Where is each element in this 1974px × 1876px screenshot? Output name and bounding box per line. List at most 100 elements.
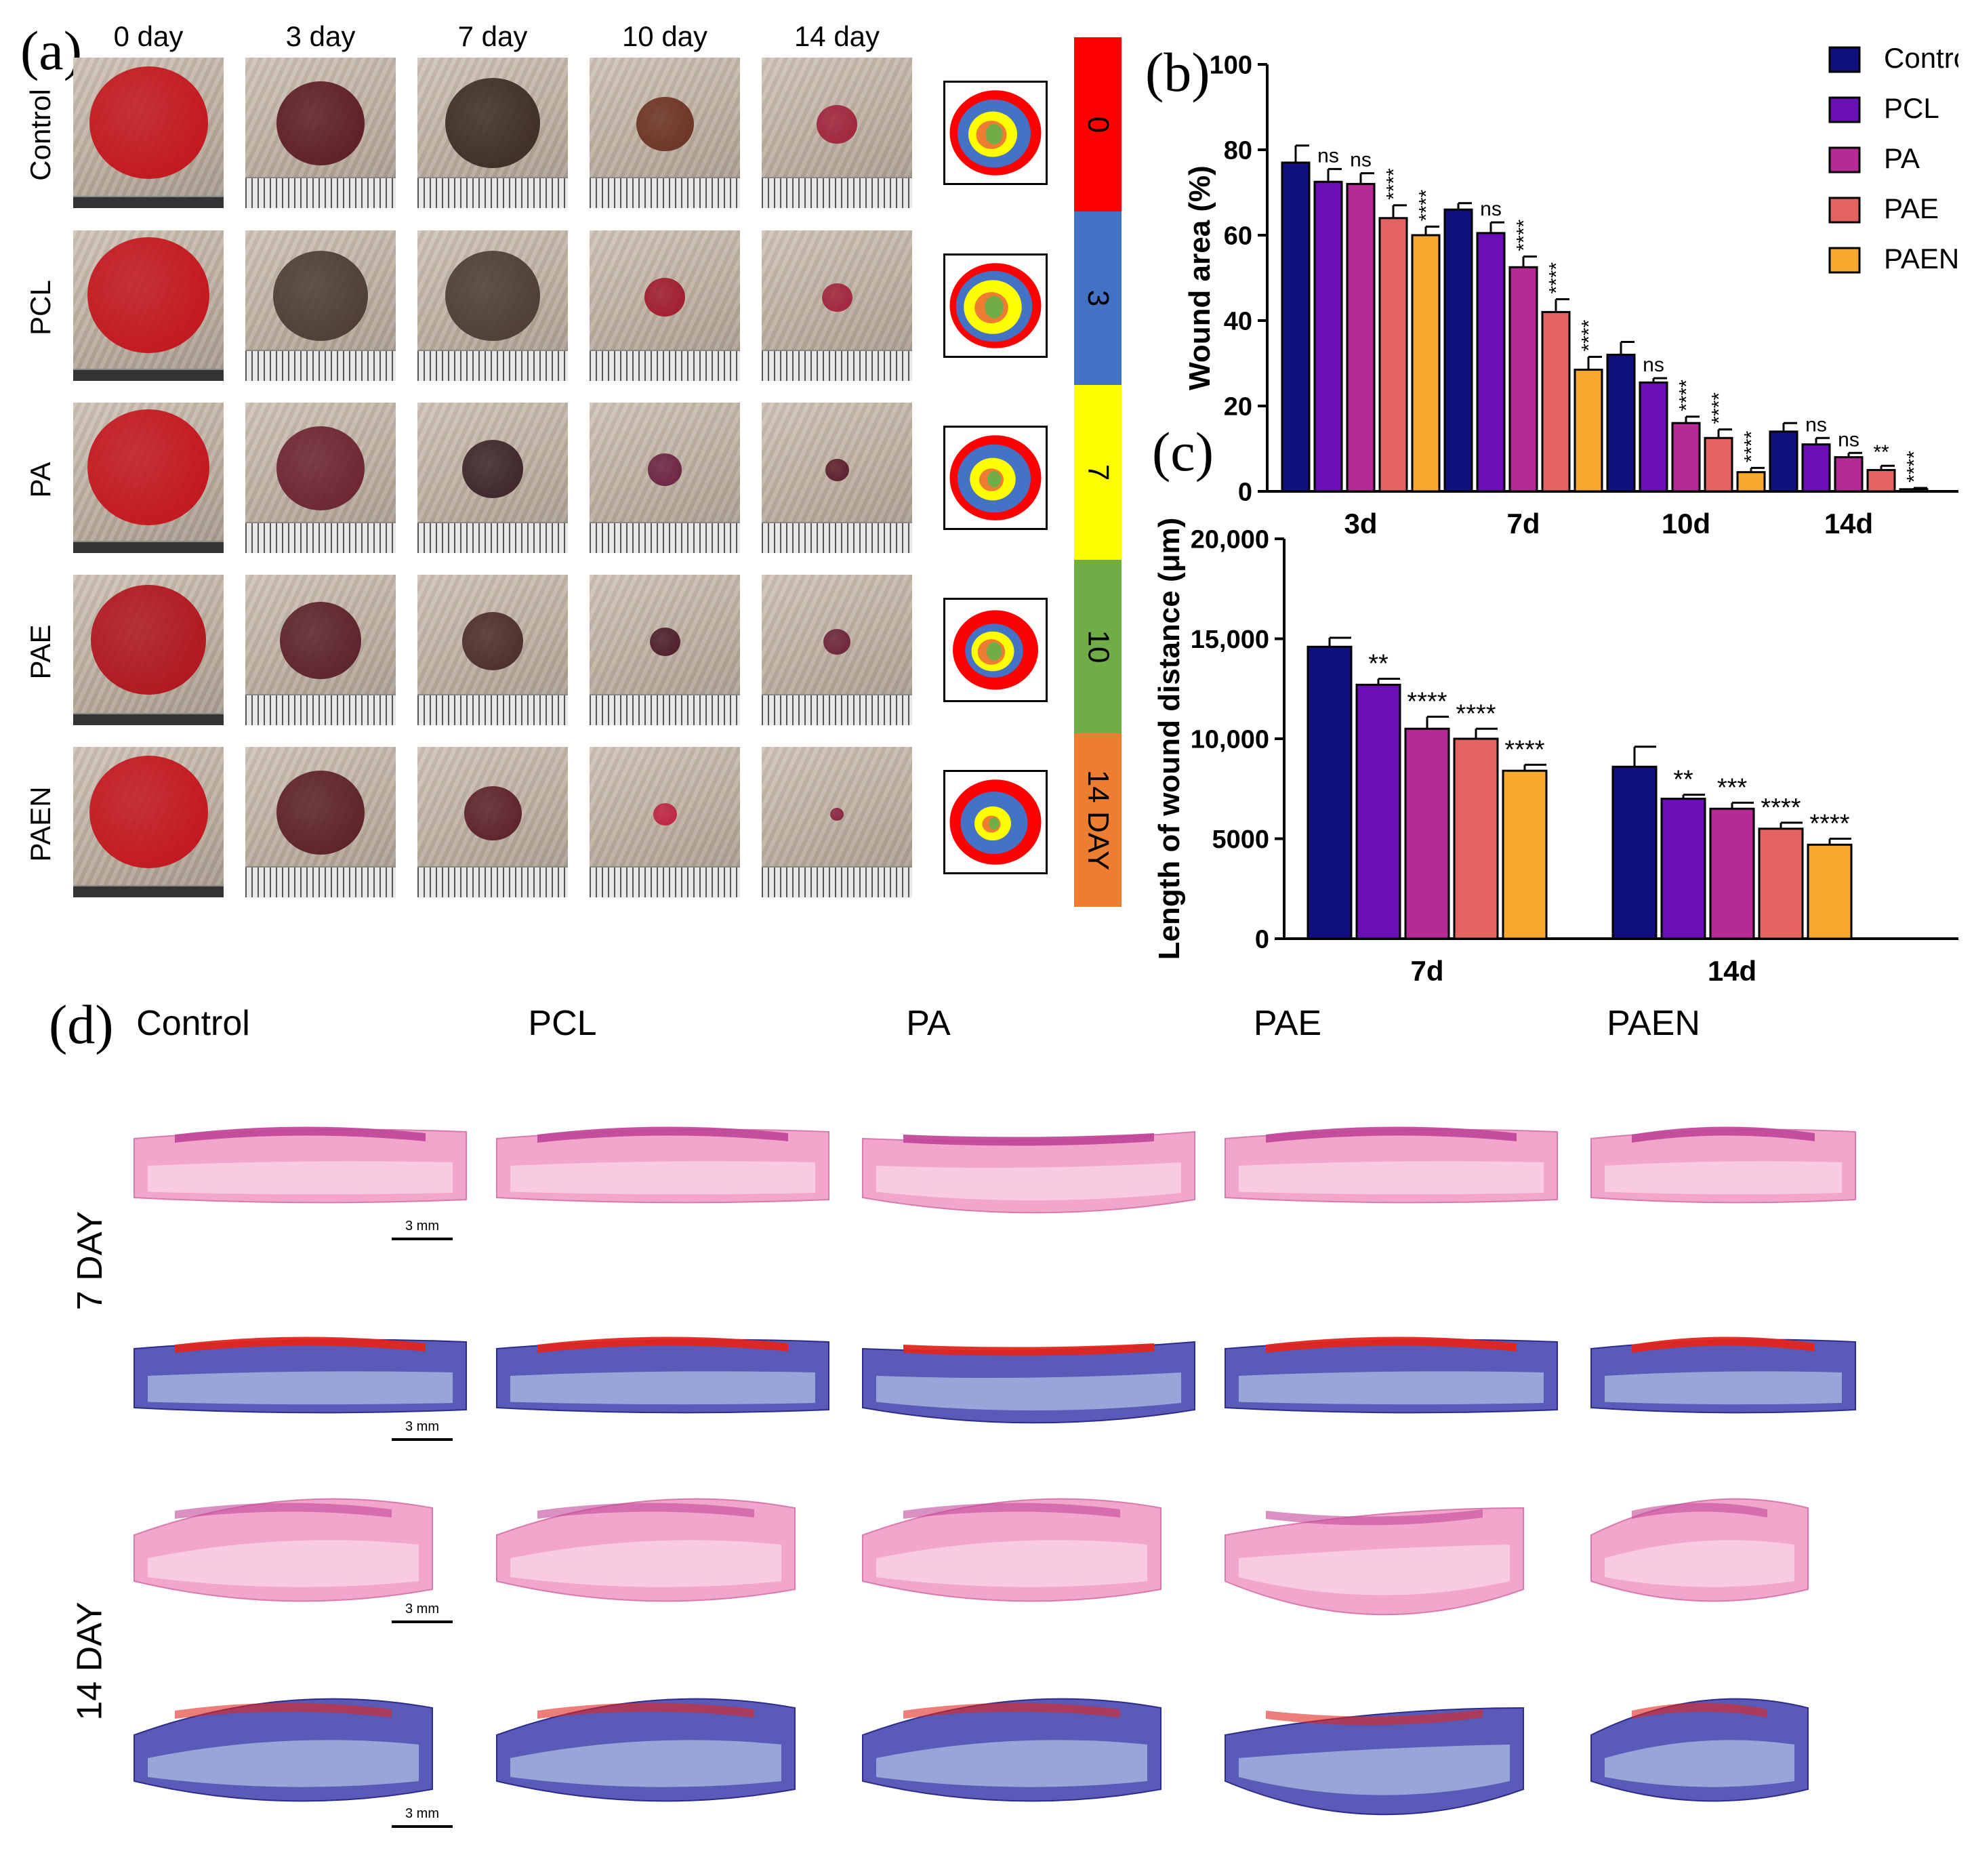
y-tick-label: 10,000: [1191, 725, 1269, 754]
group-label: Control: [24, 89, 56, 181]
masson-trichrome-section: [1225, 1707, 1524, 1816]
masson-trichrome-section: [496, 1337, 829, 1414]
ruler: [762, 866, 912, 897]
wound-photo: [590, 747, 740, 897]
wound-photo: [762, 230, 912, 381]
wound-trace: [943, 770, 1048, 874]
y-tick-label: 100: [1210, 51, 1252, 79]
y-tick-label: 60: [1224, 222, 1252, 250]
trace-contour: [985, 295, 1004, 319]
x-tick-label: 14d: [1708, 955, 1756, 987]
significance-label: ns: [1643, 354, 1664, 376]
legend-label: PA: [1884, 142, 1920, 174]
ruler: [762, 522, 912, 553]
wound-photo: [417, 230, 568, 381]
significance-label: ****: [1546, 262, 1568, 293]
he-section: [1225, 1126, 1558, 1204]
bar: [1541, 310, 1571, 493]
x-tick-label: 10d: [1662, 508, 1710, 539]
significance-label: ****: [1676, 380, 1698, 411]
wound-photo: [590, 403, 740, 553]
wound-trace: [943, 426, 1048, 530]
wound-area: [644, 278, 685, 317]
y-axis-label: Wound area (%): [1183, 165, 1216, 390]
he-section: [496, 1126, 829, 1204]
wound-area: [462, 612, 523, 670]
day-header: 3 day: [285, 20, 356, 52]
group-label: PA: [24, 462, 56, 498]
wound-photo: [590, 58, 740, 208]
time-legend-segment: 3: [1074, 211, 1122, 385]
significance-label: ****: [1904, 451, 1926, 483]
wound-photo: [417, 575, 568, 725]
ruler: [590, 694, 740, 725]
significance-label: ****: [1741, 430, 1763, 462]
group-label: PCL: [24, 280, 56, 335]
time-legend-segment: 7: [1074, 385, 1122, 560]
bar: [1704, 436, 1733, 493]
significance-label: **: [1368, 650, 1389, 678]
significance-label: ****: [1456, 699, 1496, 728]
ruler: [245, 694, 396, 725]
y-tick-label: 0: [1255, 925, 1269, 954]
day-header: 14 day: [794, 20, 880, 52]
masson-trichrome-section: [862, 1341, 1195, 1424]
significance-label: ns: [1838, 428, 1859, 451]
ruler: [590, 177, 740, 208]
time-legend-segment: 10: [1074, 560, 1122, 733]
he-section: [1590, 1126, 1856, 1204]
wound-trace: [943, 81, 1048, 185]
histology-group-label: PA: [906, 1004, 951, 1043]
bar: [1313, 180, 1343, 493]
wound-area: [276, 771, 365, 855]
histology-group-label: Control: [136, 1004, 250, 1043]
wound-area: [823, 629, 850, 655]
wound-area: [89, 755, 208, 868]
significance-label: ****: [1416, 189, 1438, 221]
wound-area: [825, 458, 849, 481]
ruler: [245, 866, 396, 897]
bar: [1281, 161, 1311, 493]
wound-area: [445, 78, 540, 168]
scale-bar-label: 3 mm: [405, 1219, 439, 1233]
legend-swatch: [1828, 247, 1861, 274]
wound-trace: [943, 598, 1048, 702]
bar: [1574, 368, 1603, 493]
wound-photo: [245, 403, 396, 553]
bar: [1660, 798, 1706, 940]
y-tick-label: 5000: [1212, 825, 1269, 854]
wound-photo: [73, 747, 224, 897]
wound-area: [653, 802, 677, 825]
wound-photo: [73, 58, 224, 208]
ruler: [73, 541, 224, 553]
ruler: [417, 522, 568, 553]
y-tick-label: 40: [1224, 307, 1252, 335]
wound-area: [817, 105, 857, 144]
wound-area: [464, 786, 522, 841]
scale-bar: [392, 1438, 453, 1441]
wound-photo: [762, 575, 912, 725]
bar: [1453, 737, 1499, 940]
day-header: 0 day: [113, 20, 184, 52]
wound-photo: [245, 58, 396, 208]
wound-photo: [73, 230, 224, 381]
panel-c-letter: (c): [1152, 421, 1214, 483]
scale-bar: [392, 1620, 453, 1623]
time-legend-label: 14 DAY: [1082, 769, 1115, 871]
wound-area: [462, 440, 523, 498]
wound-photo: [590, 230, 740, 381]
ruler: [590, 522, 740, 553]
bar: [1807, 843, 1853, 940]
wound-photo: [417, 58, 568, 208]
wound-area: [87, 237, 209, 353]
significance-label: ****: [1513, 219, 1536, 251]
trace-contour: [989, 817, 1000, 830]
bar: [1709, 807, 1755, 940]
bar: [1639, 381, 1668, 493]
wound-area: [91, 585, 206, 695]
sidebar-14-day-label: 14 DAY: [70, 1602, 110, 1721]
significance-label: ****: [1504, 735, 1544, 764]
bar: [1899, 488, 1929, 493]
wound-area: [276, 426, 365, 510]
bar: [1508, 266, 1538, 493]
